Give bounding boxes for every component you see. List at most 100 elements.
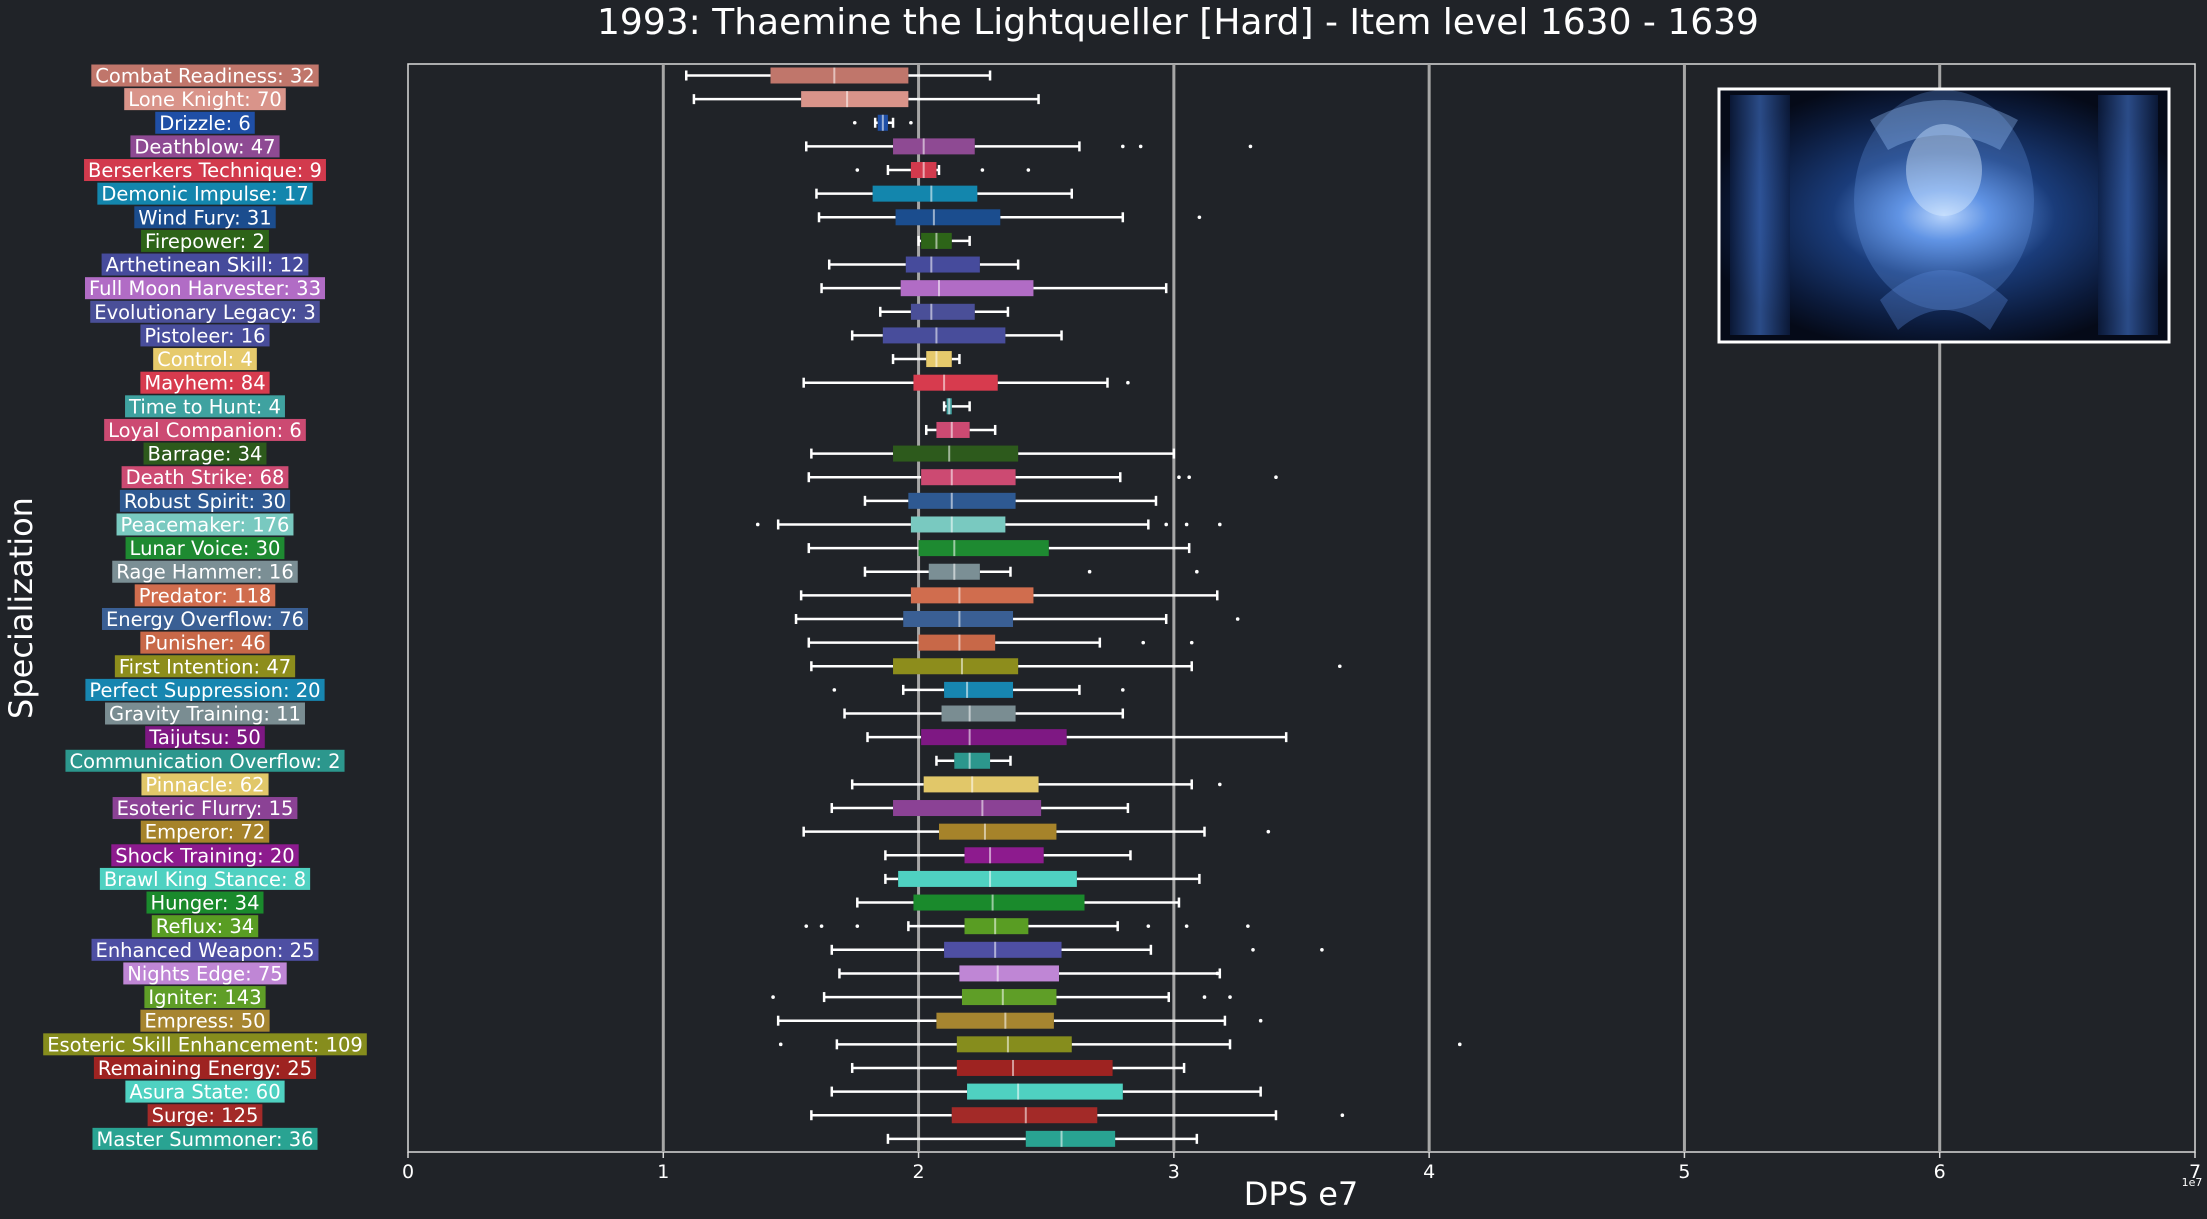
y-tick-label: Lunar Voice: 30 (125, 537, 285, 560)
box-iqr (900, 280, 1034, 297)
label-background (105, 702, 305, 725)
label-text: Control: 4 (157, 348, 253, 371)
y-tick-label: Perfect Suppression: 20 (85, 678, 325, 702)
y-tick-label: Nights Edge: 75 (123, 962, 287, 985)
label-background (101, 607, 309, 630)
outlier-point (1121, 144, 1125, 149)
outlier-point (1235, 617, 1240, 621)
label-background (123, 962, 287, 985)
label-background (125, 537, 285, 560)
outlier-point (1187, 475, 1191, 480)
box-7 (817, 209, 1202, 226)
box-23 (799, 587, 1219, 604)
y-tick-label: Evolutionary Legacy: 3 (90, 300, 320, 324)
label-background (119, 489, 291, 512)
y-tick-label: Energy Overflow: 76 (101, 607, 309, 631)
box-43 (850, 1059, 1186, 1076)
label-text: Rage Hammer: 16 (116, 561, 294, 584)
label-background (97, 182, 313, 205)
label-text: Robust Spirit: 30 (124, 490, 286, 513)
y-tick-label: Control: 4 (153, 348, 257, 371)
box-20 (755, 516, 1222, 533)
label-text: Berserkers Technique: 9 (88, 159, 322, 182)
box-17 (810, 445, 1176, 462)
box-iqr (910, 303, 975, 320)
y-tick-label: Barrage: 34 (143, 442, 267, 466)
box-26 (810, 658, 1342, 675)
outlier-point (1251, 948, 1255, 952)
box-iqr (801, 91, 909, 108)
x-tick-labels: 0 1 2 3 4 5 6 7 (402, 1152, 2201, 1183)
y-tick-label: Rage Hammer: 16 (112, 560, 298, 584)
label-background (147, 1104, 263, 1127)
box-iqr (1025, 1130, 1116, 1147)
x-tick-label: 3 (1168, 1161, 1180, 1183)
x-tick-label: 5 (1678, 1161, 1690, 1183)
outlier-point (1218, 782, 1222, 787)
y-tick-label: Mayhem: 84 (140, 371, 270, 395)
label-text: Loyal Companion: 6 (108, 419, 302, 442)
box-iqr (921, 729, 1067, 746)
box-5 (855, 162, 1031, 179)
box-46 (886, 1130, 1199, 1147)
box-3 (852, 114, 913, 131)
y-tick-label: Taijutsu: 50 (145, 726, 265, 749)
plot-area (407, 63, 2196, 1153)
box-40 (771, 989, 1232, 1006)
label-background (91, 64, 319, 87)
outlier-point (1258, 1018, 1263, 1023)
label-text: Shock Training: 20 (115, 844, 294, 867)
label-background (101, 253, 309, 276)
box-iqr (895, 209, 1001, 226)
label-text: Nights Edge: 75 (127, 962, 282, 985)
label-background (125, 395, 285, 418)
label-text: Arthetinean Skill: 12 (106, 254, 305, 277)
outlier-point (804, 924, 809, 928)
y-tick-label: Pinnacle: 62 (141, 773, 269, 796)
label-background (114, 655, 296, 678)
box-29 (866, 729, 1288, 746)
outlier-point (1195, 569, 1199, 574)
y-tick-label: Loyal Companion: 6 (104, 418, 306, 442)
box-16 (924, 421, 997, 438)
label-background (92, 1127, 318, 1150)
box-19 (863, 492, 1158, 509)
box-12 (850, 327, 1063, 344)
label-background (153, 348, 257, 371)
outlier-point (855, 924, 860, 928)
label-text: Demonic Impulse: 17 (101, 183, 308, 206)
y-tick-label: Robust Spirit: 30 (119, 489, 291, 513)
outlier-point (1248, 144, 1253, 149)
box-27 (832, 681, 1125, 698)
label-text: Surge: 125 (152, 1104, 259, 1127)
label-text: Death Strike: 68 (126, 466, 285, 489)
label-text: First Intention: 47 (119, 655, 291, 678)
outlier-point (1189, 640, 1194, 645)
box-iqr (967, 1083, 1123, 1100)
box-iqr (936, 421, 970, 438)
label-text: Esoteric Flurry: 15 (117, 797, 294, 820)
label-text: Evolutionary Legacy: 3 (94, 301, 316, 324)
outlier-point (1184, 522, 1189, 527)
label-text: Emperor: 72 (145, 821, 265, 844)
box-35 (884, 870, 1201, 887)
y-tick-label: Predator: 118 (134, 584, 276, 607)
y-tick-label: Master Summoner: 36 (92, 1127, 318, 1151)
label-background (141, 229, 269, 252)
label-text: Full Moon Harvester: 33 (89, 277, 321, 300)
y-tick-label: Hunger: 34 (146, 891, 264, 915)
label-background (124, 88, 286, 111)
y-tick-label: Lone Knight: 70 (124, 88, 286, 111)
label-text: Deathblow: 47 (134, 135, 275, 158)
box-iqr (893, 138, 975, 155)
label-text: Reflux: 34 (156, 915, 254, 938)
y-tick-label: Wind Fury: 31 (134, 206, 276, 229)
box-22 (863, 563, 1199, 580)
outlier-point (1228, 995, 1232, 999)
label-text: Firepower: 2 (145, 230, 265, 253)
box-33 (802, 823, 1271, 840)
y-tick-label: Deathblow: 47 (130, 135, 280, 158)
label-text: Igniter: 143 (148, 986, 261, 1009)
label-background (116, 513, 294, 536)
box-32 (830, 800, 1130, 817)
